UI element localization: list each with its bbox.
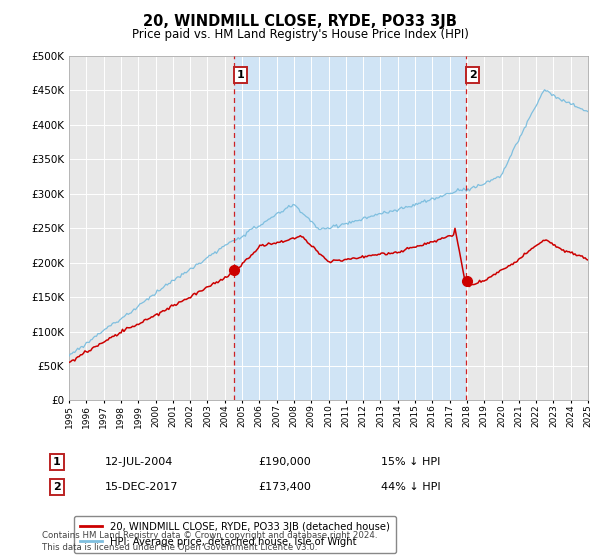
Text: Contains HM Land Registry data © Crown copyright and database right 2024.
This d: Contains HM Land Registry data © Crown c… [42, 531, 377, 552]
Bar [234, 56, 466, 400]
Text: 15-DEC-2017: 15-DEC-2017 [105, 482, 179, 492]
Text: 44% ↓ HPI: 44% ↓ HPI [381, 482, 440, 492]
Text: £173,400: £173,400 [258, 482, 311, 492]
Legend: 20, WINDMILL CLOSE, RYDE, PO33 3JB (detached house), HPI: Average price, detache: 20, WINDMILL CLOSE, RYDE, PO33 3JB (deta… [74, 516, 396, 553]
Text: 12-JUL-2004: 12-JUL-2004 [105, 457, 173, 467]
Text: Price paid vs. HM Land Registry's House Price Index (HPI): Price paid vs. HM Land Registry's House … [131, 28, 469, 41]
Text: 2: 2 [469, 70, 476, 80]
Text: 2: 2 [53, 482, 61, 492]
Text: £190,000: £190,000 [258, 457, 311, 467]
Text: 1: 1 [53, 457, 61, 467]
Text: 15% ↓ HPI: 15% ↓ HPI [381, 457, 440, 467]
Text: 1: 1 [236, 70, 244, 80]
Text: 20, WINDMILL CLOSE, RYDE, PO33 3JB: 20, WINDMILL CLOSE, RYDE, PO33 3JB [143, 14, 457, 29]
